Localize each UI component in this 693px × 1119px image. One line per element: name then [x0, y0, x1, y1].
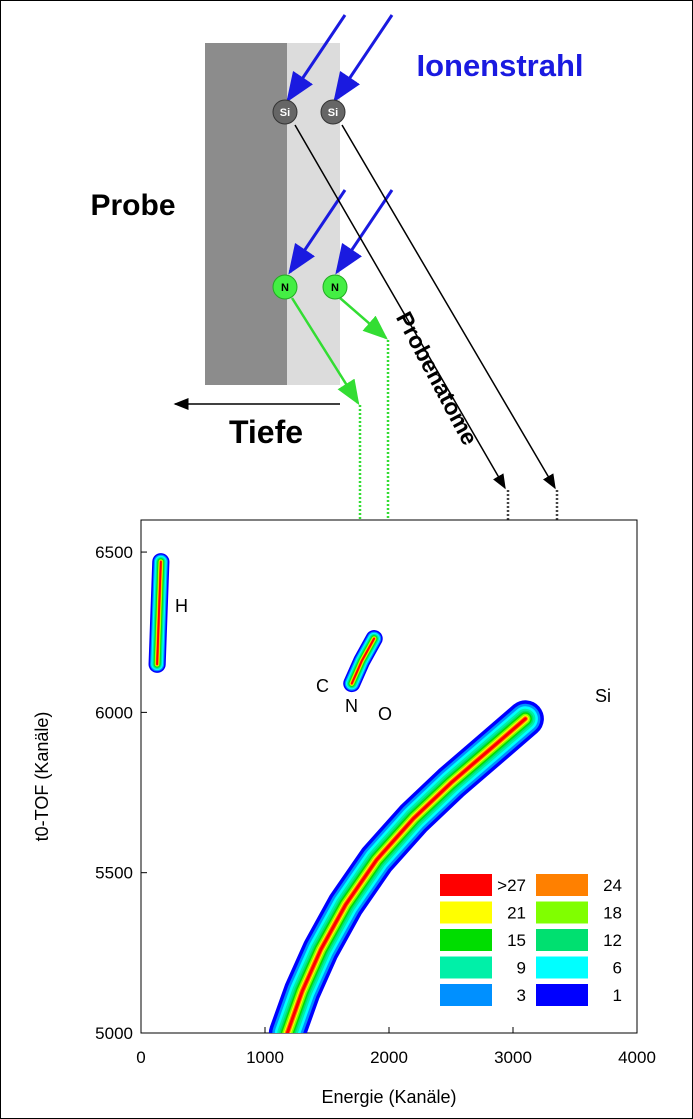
peak-label: Si: [595, 686, 611, 706]
legend-label: 1: [613, 986, 622, 1005]
x-tick-label: 0: [136, 1048, 145, 1067]
x-axis-label: Energie (Kanäle): [321, 1087, 456, 1107]
atom-label: Si: [280, 107, 290, 119]
legend-swatch: [536, 874, 588, 896]
beam-label: Ionenstrahl: [416, 48, 583, 83]
x-tick-label: 1000: [246, 1048, 284, 1067]
y-tick-label: 5500: [95, 864, 133, 883]
y-axis-label: t0-TOF (Kanäle): [32, 712, 52, 842]
y-tick-label: 5000: [95, 1024, 133, 1043]
legend-swatch: [536, 984, 588, 1006]
x-tick-label: 2000: [370, 1048, 408, 1067]
legend-swatch: [440, 929, 492, 951]
legend-swatch: [440, 874, 492, 896]
density-band: [285, 717, 527, 1033]
peak-label: N: [345, 696, 358, 716]
x-tick-label: 4000: [618, 1048, 656, 1067]
legend-label: 9: [517, 959, 526, 978]
y-tick-label: 6000: [95, 703, 133, 722]
legend: >27 24 21 18 15 12 9 6 3 1: [432, 870, 630, 1010]
depth-label: Tiefe: [229, 414, 303, 450]
legend-swatch: [536, 929, 588, 951]
legend-label: >27: [497, 876, 526, 895]
atom-label: N: [281, 282, 289, 294]
legend-label: 21: [507, 904, 526, 923]
peak-label: C: [316, 676, 329, 696]
x-tick-label: 3000: [494, 1048, 532, 1067]
legend-swatch: [440, 956, 492, 979]
density-band: [350, 637, 376, 685]
atom-label: N: [331, 282, 339, 294]
atom-label: Si: [328, 107, 338, 119]
legend-label: 24: [603, 876, 622, 895]
sample-bulk: [205, 43, 287, 385]
atoms: Si Si N N: [272, 99, 348, 300]
chart: 0 1000 2000 3000 4000 5000 5500 6000 6500 Energie…: [32, 519, 656, 1107]
y-tick-label: 6500: [95, 543, 133, 562]
legend-label: 3: [517, 986, 526, 1005]
legend-label: 18: [603, 904, 622, 923]
legend-swatch: [440, 984, 492, 1006]
legend-swatch: [536, 956, 588, 979]
legend-swatch: [536, 901, 588, 924]
peak-label: H: [175, 596, 188, 616]
density-cloud: [148, 553, 544, 1033]
legend-label: 15: [507, 931, 526, 950]
peak-label: O: [378, 704, 392, 724]
beam-arrows: [286, 14, 394, 275]
legend-label: 12: [603, 931, 622, 950]
legend-label: 6: [613, 959, 622, 978]
sample-label: Probe: [90, 189, 175, 222]
legend-swatch: [440, 901, 492, 924]
density-band: [156, 560, 162, 666]
